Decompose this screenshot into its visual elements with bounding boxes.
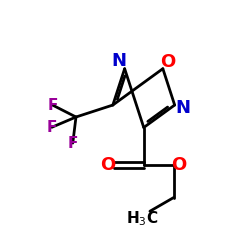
Text: F: F <box>48 98 58 112</box>
Text: N: N <box>112 52 127 70</box>
Text: O: O <box>172 156 187 174</box>
Text: H$_3$C: H$_3$C <box>126 210 158 228</box>
Text: N: N <box>176 99 191 117</box>
Text: F: F <box>47 120 57 135</box>
Text: O: O <box>100 156 116 174</box>
Text: F: F <box>68 136 78 150</box>
Text: O: O <box>160 53 175 71</box>
